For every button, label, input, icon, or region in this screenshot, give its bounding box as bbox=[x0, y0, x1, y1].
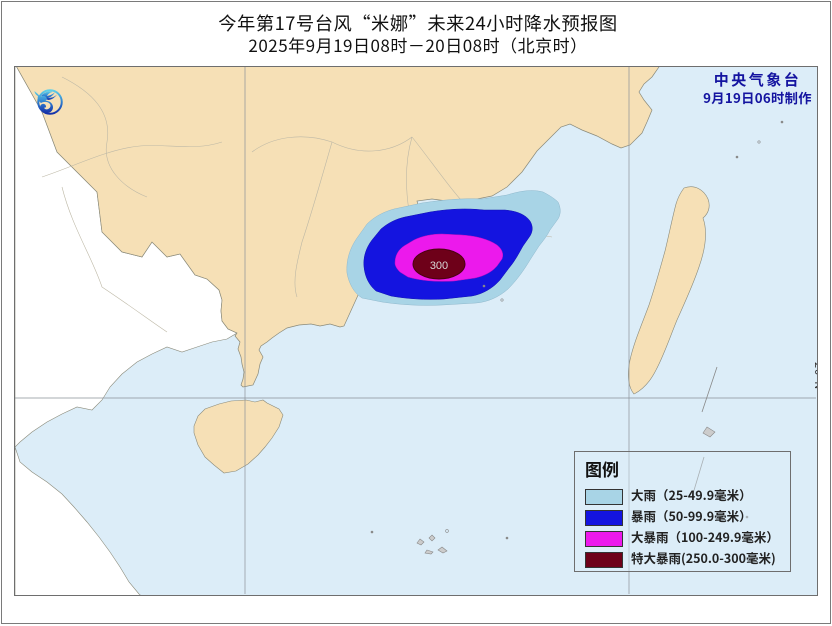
svg-text:300: 300 bbox=[430, 260, 448, 272]
